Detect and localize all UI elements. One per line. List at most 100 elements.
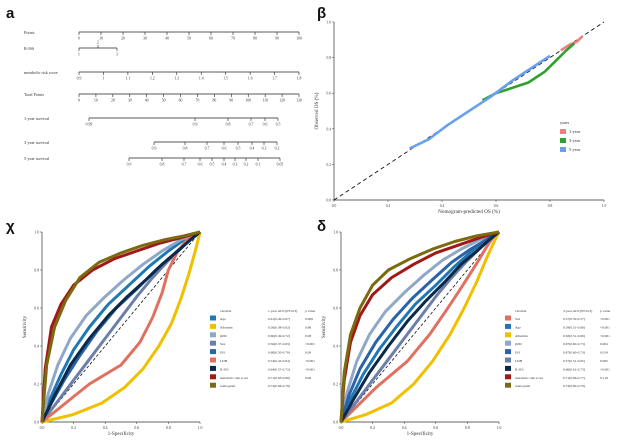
roc-3year-x-tick-label: 0.0 (339, 426, 344, 430)
roc-3year-legend-swatch (505, 349, 511, 355)
calibration-x-tick-label: 0.6 (494, 204, 499, 208)
nomogram-tick-label: 1.6 (248, 77, 253, 81)
calibration-x-tick-label: 0.8 (548, 204, 553, 208)
roc-1year-table-cell: 0.64(0.55-0.72) (268, 367, 291, 371)
nomogram-row-label: 3-year survival (24, 140, 50, 145)
nomogram-tick-label: 70 (196, 99, 200, 103)
roc-1year-legend-swatch (210, 349, 216, 355)
roc-3year-table-cell: 0.58(0.51-0.66) (563, 334, 586, 338)
nomogram-tick-label: 50 (162, 99, 166, 103)
roc-3year-table-cell: R-ISS (515, 367, 524, 371)
nomogram-tick-label: 90 (229, 99, 233, 103)
roc-3year-table-cell: 0.67(0.60-0.73) (563, 342, 586, 346)
nomogram-tick-label: 1.5 (223, 77, 228, 81)
nomogram-tick-label: 0.9 (152, 147, 157, 151)
roc-1year-x-tick-label: 0.6 (134, 426, 139, 430)
nomogram-row-label: R-ISS (24, 46, 35, 51)
nomogram-tick-label: 3 (116, 53, 118, 57)
roc-1year-roc-curve (41, 231, 202, 424)
roc-3year-y-axis-title: Sensitivity (321, 316, 327, 339)
roc-1year-table-cell: Albumin (220, 325, 233, 329)
nomogram-tick-label: 60 (179, 99, 183, 103)
nomogram-tick-label: 60 (209, 37, 213, 41)
roc-1year-table-cell: 0.60(0.49-0.72) (268, 334, 291, 338)
nomogram-tick-label: 0.9 (193, 123, 198, 127)
roc-3year-roc-curve (339, 230, 500, 423)
roc-1year-table-cell: 0.08 (305, 376, 311, 380)
nomogram-tick-label: 0.6 (222, 147, 227, 151)
nomogram-tick-label: 100 (245, 99, 251, 103)
roc-1year-reference-diagonal (41, 231, 201, 423)
nomogram-tick-label: 40 (145, 99, 149, 103)
calibration-legend-label: 3-year (569, 138, 581, 143)
calibration-y-tick-label: 0.2 (327, 163, 332, 167)
roc-3year-roc-curve (339, 230, 501, 424)
roc-3year-table-cell: 0.119 (600, 376, 608, 380)
nomogram-tick-label: 30 (128, 99, 132, 103)
roc-1year-legend-swatch (210, 323, 216, 329)
panel-c-label: χ (6, 218, 15, 235)
roc-1year-table-cell: Age (220, 317, 226, 321)
nomogram-row-label: Points (24, 30, 35, 35)
nomogram-tick-label: 40 (165, 37, 169, 41)
roc-3year-y-tick-label: 0.4 (333, 345, 338, 349)
roc-1year-legend-swatch (210, 340, 216, 346)
roc-3year-table-cell: 0.019 (600, 351, 608, 355)
roc-3year-table-cell: Age (515, 325, 521, 329)
roc-3year-table-cell: 0.004 (600, 342, 608, 346)
nomogram-tick-label: 0.8 (160, 163, 165, 167)
calibration-x-tick-label: 0.0 (332, 204, 337, 208)
nomogram-tick-label: 30 (143, 37, 147, 41)
roc-1year-table-cell: <0.001 (305, 342, 315, 346)
nomogram-tick-label: 1 (78, 53, 80, 57)
roc-1year-legend-swatch (210, 374, 216, 380)
roc-1year-table-cell: 0.74(0.66-0.79) (268, 384, 291, 388)
calibration-series-line (560, 35, 584, 52)
nomogram-tick-label: 1.3 (174, 77, 179, 81)
roc-3year-y-tick-label: 1.0 (333, 231, 338, 235)
roc-1year-legend-swatch (210, 382, 216, 388)
nomogram-tick-label: 0.1 (256, 163, 261, 167)
nomogram-tick-label: 0.99 (86, 123, 93, 127)
roc-1year-x-axis-title: 1-Specificity (108, 430, 135, 437)
calibration-legend-swatch (560, 129, 566, 134)
roc-3year-table-cell: ISS (515, 351, 520, 355)
calibration-y-tick-label: 0.0 (327, 199, 332, 203)
roc-3year-legend-swatch (505, 332, 511, 338)
roc-1year-table-cell: β2M (220, 334, 228, 338)
calibration-legend-label: 1-year (569, 129, 581, 134)
roc-1year-table-cell: 0.60(0.50-0.70) (268, 351, 291, 355)
roc-3year-legend-swatch (505, 315, 511, 321)
nomogram-tick-label: 0.05 (277, 163, 284, 167)
roc-1year-table-cell: 0.56(0.38-0.62) (268, 325, 291, 329)
roc-3year-y-tick-label: 0.0 (333, 421, 338, 425)
roc-1year-table-header: p value (305, 309, 316, 313)
calibration-legend-title: years (560, 120, 570, 125)
roc-3year-roc-curve (339, 230, 500, 423)
roc-3year-table-cell: metabolic risk score (515, 376, 544, 380)
nomogram-tick-label: 70 (231, 37, 235, 41)
roc-3year-table-header: 3-year AUC(95%CI) (563, 309, 593, 313)
nomogram-tick-label: 0.8 (183, 147, 188, 151)
roc-3year-table-header: p value (600, 309, 611, 313)
roc-1year-table-cell: LDH (220, 359, 228, 363)
roc-3year-legend-swatch (505, 357, 511, 363)
roc-3year-table-cell: Albumin (515, 334, 528, 338)
roc-3year-y-tick-label: 0.8 (333, 269, 338, 273)
roc-1year-roc-curve (40, 230, 201, 423)
roc-1year-legend-swatch (210, 357, 216, 363)
roc-1year-table-cell: 0.53(0.43-0.64) (268, 359, 291, 363)
roc-1year-table-cell: ISS (220, 351, 225, 355)
roc-1year-x-tick-label: 0.8 (166, 426, 171, 430)
roc-3year-table-cell: 0.71(0.66-0.77) (563, 376, 586, 380)
roc-1year-y-tick-label: 1.0 (34, 231, 39, 235)
nomogram-tick-label: 10 (99, 37, 103, 41)
roc-1year-y-axis-title: Sensitivity (22, 316, 28, 339)
roc-3year-table-header: variable (515, 309, 527, 313)
nomogram-tick-label: 0.5 (276, 123, 281, 127)
roc-1year-table-cell: 0.08 (305, 334, 311, 338)
nomogram-tick-label: 0.4 (222, 163, 227, 167)
nomogram-tick-label: 100 (296, 37, 302, 41)
roc-3year-table-cell: <0.001 (600, 334, 610, 338)
